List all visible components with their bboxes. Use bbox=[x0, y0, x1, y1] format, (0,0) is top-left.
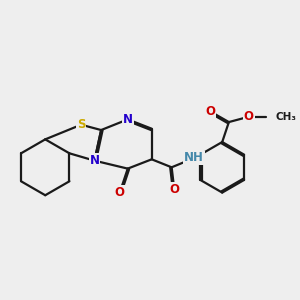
Text: N: N bbox=[123, 113, 133, 126]
Text: CH₃: CH₃ bbox=[275, 112, 296, 122]
Text: S: S bbox=[77, 118, 85, 131]
Text: NH: NH bbox=[184, 152, 204, 164]
Text: O: O bbox=[244, 110, 254, 123]
Text: N: N bbox=[89, 154, 100, 167]
Text: O: O bbox=[205, 105, 215, 118]
Text: O: O bbox=[169, 183, 179, 196]
Text: O: O bbox=[115, 186, 125, 199]
